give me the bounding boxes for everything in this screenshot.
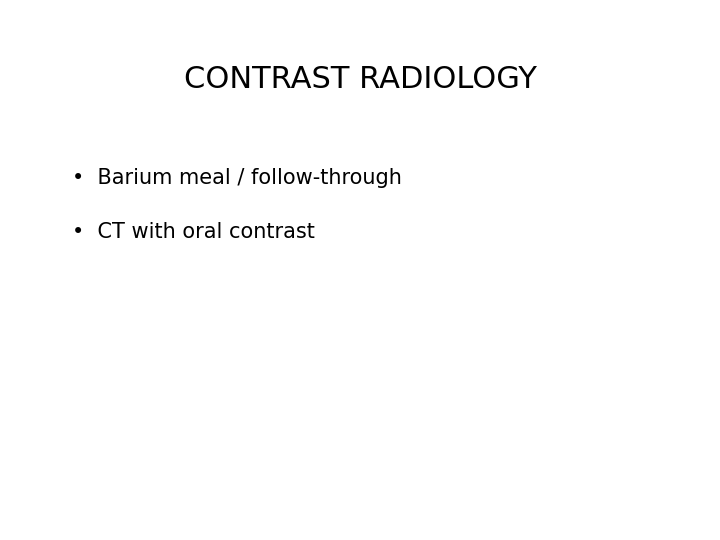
Text: •  CT with oral contrast: • CT with oral contrast <box>72 222 315 242</box>
Text: •  Barium meal / follow-through: • Barium meal / follow-through <box>72 168 402 188</box>
Text: CONTRAST RADIOLOGY: CONTRAST RADIOLOGY <box>184 65 536 94</box>
